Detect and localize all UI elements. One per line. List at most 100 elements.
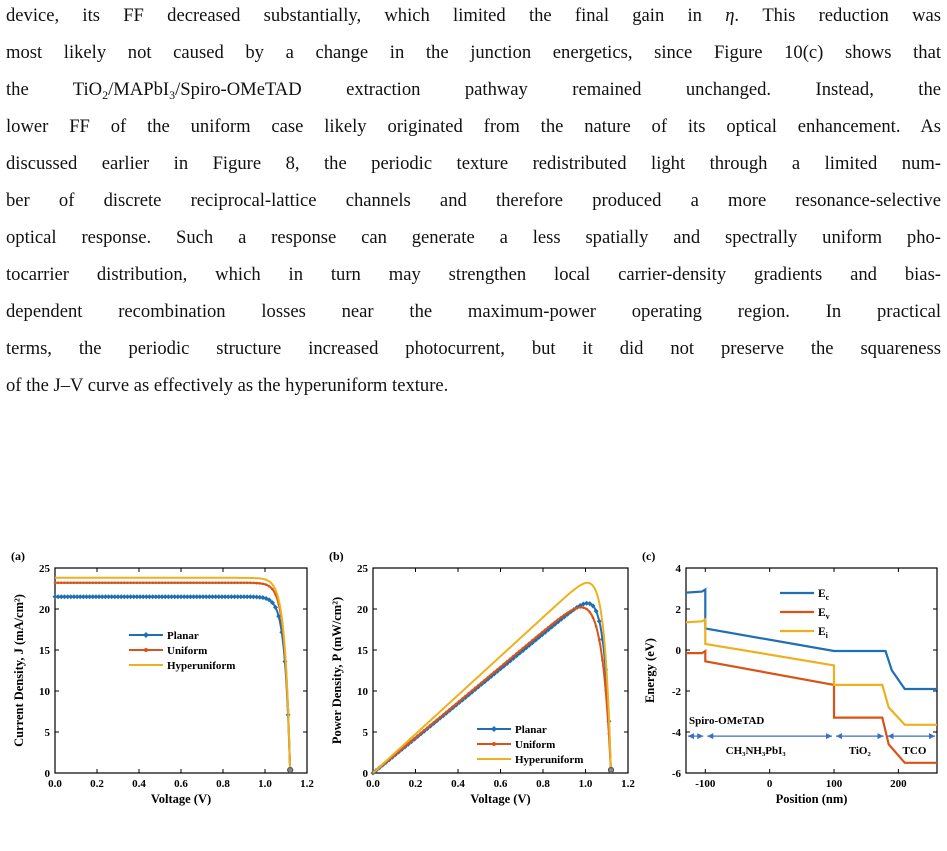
x-axis-label: Voltage (V) [470,792,530,806]
arrow-head [877,733,884,740]
data-point [250,594,256,600]
data-point [90,594,96,600]
data-point [496,668,499,671]
legend-sub: c [826,593,830,602]
text-line: discussed earlier in Figure 8, the perio… [6,153,941,174]
data-point [214,581,217,585]
y-tick-label: 0 [676,645,682,657]
data-point [429,723,432,727]
data-point [588,610,592,614]
data-point [242,581,246,585]
data-point [129,581,132,585]
legend-marker [143,632,149,638]
data-point [113,581,117,585]
data-point [69,581,73,585]
y-tick-label: 15 [357,645,369,657]
data-point [566,611,569,615]
data-point [145,581,148,585]
data-point [123,581,126,585]
data-point [201,581,205,585]
x-tick-label: -100 [695,778,716,790]
data-point [97,581,101,585]
data-point [236,581,239,585]
data-point [157,581,161,585]
y-tick-label: 15 [39,645,51,657]
data-point [210,594,215,600]
data-point [53,581,57,585]
data-point [78,581,82,585]
data-point [148,581,151,585]
data-point [562,613,566,617]
legend-main: E [818,607,826,619]
data-point [591,616,595,619]
data-point [480,681,483,685]
data-point [197,594,203,600]
y-tick-label: 5 [363,727,369,739]
data-point [406,742,410,746]
voc-marker [608,767,614,773]
data-point [219,594,225,600]
data-point [225,594,231,600]
data-point [553,620,556,624]
data-point [585,607,588,611]
data-point [119,581,123,585]
plot-frame [685,567,938,774]
data-point [93,594,99,600]
y-axis-label: Energy (eV) [643,638,657,703]
data-point [160,581,164,585]
data-point [226,581,230,585]
data-point [524,644,528,647]
region-label-tco: TCO [903,745,927,757]
data-point [441,713,445,716]
data-point [476,684,480,687]
data-point [61,594,67,600]
x-tick-label: 0.4 [451,778,465,790]
data-point [128,594,134,600]
data-point [261,582,265,586]
chart-panel-2: 0.0 0.2 0.4 0.6 0.8 1.0 1.2 0 5 10 15 20 25 (b) Voltag… [329,549,635,806]
x-tick-label: 0.8 [536,778,550,790]
region-label-tio2: TiO₂ [849,745,872,757]
data-point [182,581,186,585]
panel-label: (a) [11,549,25,563]
data-point [109,594,115,600]
data-point [186,581,189,585]
legend-marker [144,648,148,652]
data-point [267,584,271,588]
x-tick-label: 0.8 [216,778,230,790]
data-point [162,594,168,600]
legend-main: E [818,588,826,600]
data-point [483,678,486,682]
data-point [135,581,139,585]
data-point [232,594,238,600]
data-point [445,710,448,714]
data-point [203,594,209,600]
arrow-head [688,733,694,740]
data-point [84,594,89,600]
data-point [169,594,175,600]
x-tick-label: 1.0 [579,778,593,790]
legend-label-uniform: Uniform [515,739,555,751]
data-point [66,581,69,585]
series-line-uniform [55,581,292,773]
data-point [200,594,206,600]
voc-marker [287,767,294,773]
series-line-planar [373,602,612,773]
text-line: optical response. Such a response can ge… [6,227,941,248]
data-point [473,686,477,690]
legend-label-uniform: Uniform [167,645,207,657]
data-point [416,734,419,738]
x-tick-label: 0.2 [90,778,104,790]
text-line: dependent recombination losses near the … [6,301,941,322]
y-tick-label: 10 [357,686,369,698]
legend-main: E [818,626,826,638]
legend-label-ec: Ec [818,588,830,602]
y-tick-label: -4 [672,727,682,739]
data-point [543,628,547,632]
data-point [502,662,505,666]
x-tick-label: 0.4 [132,778,146,790]
data-point [63,581,66,585]
data-point [578,606,582,609]
text-line: of the J–V curve as effectively as the h… [6,375,449,396]
series-line-planar [55,595,292,773]
